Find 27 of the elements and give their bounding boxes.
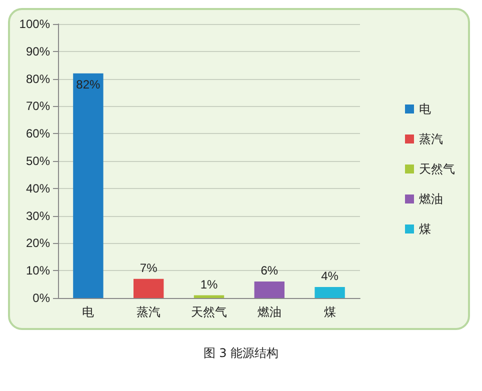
- legend-label: 煤: [419, 222, 431, 236]
- data-label: 82%: [76, 77, 101, 92]
- y-tick-label: 40%: [26, 181, 50, 196]
- y-tick-label: 50%: [26, 154, 50, 168]
- y-tick-label: 80%: [26, 72, 50, 86]
- x-tick-label: 天然气: [191, 305, 227, 319]
- legend-label: 蒸汽: [419, 132, 443, 146]
- data-label: 7%: [140, 260, 158, 275]
- legend-label: 天然气: [419, 162, 455, 176]
- caption: 图 3 能源结构: [202, 345, 280, 362]
- y-tick-label: 10%: [26, 264, 50, 278]
- legend-label: 燃油: [419, 192, 443, 206]
- y-tick-label: 100%: [19, 17, 50, 31]
- data-label: 1%: [200, 277, 218, 292]
- y-tick-label: 70%: [26, 99, 50, 114]
- x-tick-label: 蒸汽: [136, 305, 161, 319]
- y-tick-label: 0%: [32, 291, 50, 305]
- y-tick-label: 60%: [26, 126, 50, 141]
- y-tick-label: 30%: [26, 208, 50, 223]
- legend-label: 电: [419, 102, 431, 116]
- x-tick-label: 煤: [324, 305, 336, 319]
- data-label: 4%: [321, 269, 339, 284]
- y-tick-label: 90%: [26, 44, 50, 58]
- x-tick-label: 电: [82, 305, 94, 319]
- y-tick-label: 20%: [26, 236, 50, 250]
- data-label: 6%: [260, 264, 278, 278]
- x-tick-label: 燃油: [257, 305, 282, 319]
